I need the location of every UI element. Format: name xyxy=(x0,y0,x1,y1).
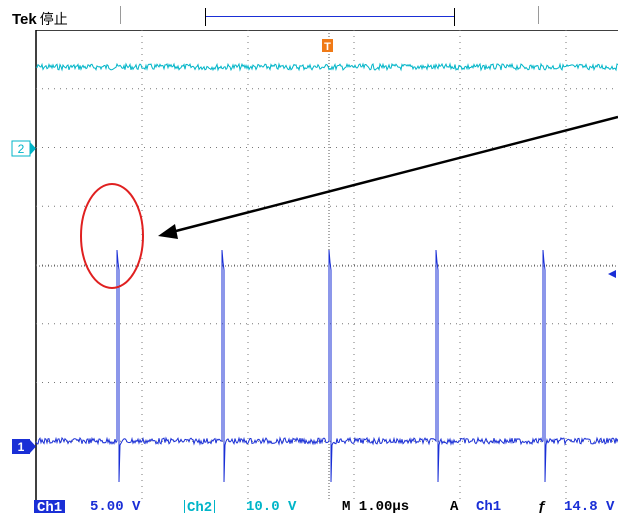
trigger-slope: ƒ xyxy=(538,500,547,513)
scope-header: Tek 停止 xyxy=(0,0,618,30)
trigger-position-marker[interactable]: T xyxy=(322,30,334,53)
acquisition-state: 停止 xyxy=(39,11,68,27)
header-divider xyxy=(538,6,539,24)
ch2-marker-label: 2 xyxy=(18,142,25,156)
ch2-scale: 10.0 V xyxy=(246,500,297,513)
annotation-arrow xyxy=(171,115,618,234)
ch2-label[interactable]: Ch2 xyxy=(184,500,216,513)
ch1-trace xyxy=(35,249,618,483)
ch1-ground-marker[interactable]: 1 xyxy=(12,439,36,454)
trigger-level: 14.8 V xyxy=(564,500,615,513)
record-view-bar xyxy=(205,8,455,26)
trigger-source: Ch1 xyxy=(476,500,502,513)
ch1-marker-label: 1 xyxy=(18,440,25,454)
ch1-scale: 5.00 V xyxy=(90,500,141,513)
annotation-circle xyxy=(80,183,144,289)
scope-status-bar: Ch1 5.00 V Ch2 10.0 V M 1.00µs A Ch1 ƒ 1… xyxy=(0,500,618,513)
waveform-display: T 2 1 xyxy=(11,30,618,500)
brand-text: Tek xyxy=(12,11,37,28)
header-divider xyxy=(120,6,121,24)
brand-label: Tek 停止 xyxy=(12,9,68,29)
trigger-marker-label: T xyxy=(324,41,331,53)
trigger-level-marker[interactable] xyxy=(608,270,616,278)
timebase[interactable]: M 1.00µs xyxy=(342,500,410,513)
arrow-head-icon xyxy=(158,224,178,239)
ch2-trace xyxy=(35,62,618,72)
trigger-mode: A xyxy=(450,500,459,513)
graticule xyxy=(35,30,618,500)
ch2-ground-marker[interactable]: 2 xyxy=(11,140,36,157)
ch1-label[interactable]: Ch1 xyxy=(34,500,66,513)
